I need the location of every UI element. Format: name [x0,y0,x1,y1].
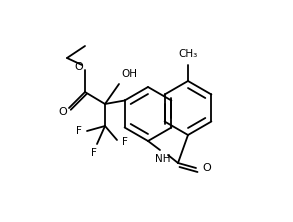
Text: O: O [75,62,84,72]
Text: O: O [202,163,211,173]
Text: CH₃: CH₃ [178,49,197,59]
Text: O: O [59,107,67,117]
Text: F: F [76,126,82,136]
Text: OH: OH [121,69,137,79]
Text: F: F [91,148,97,158]
Text: NH: NH [155,154,171,164]
Text: F: F [122,137,128,147]
